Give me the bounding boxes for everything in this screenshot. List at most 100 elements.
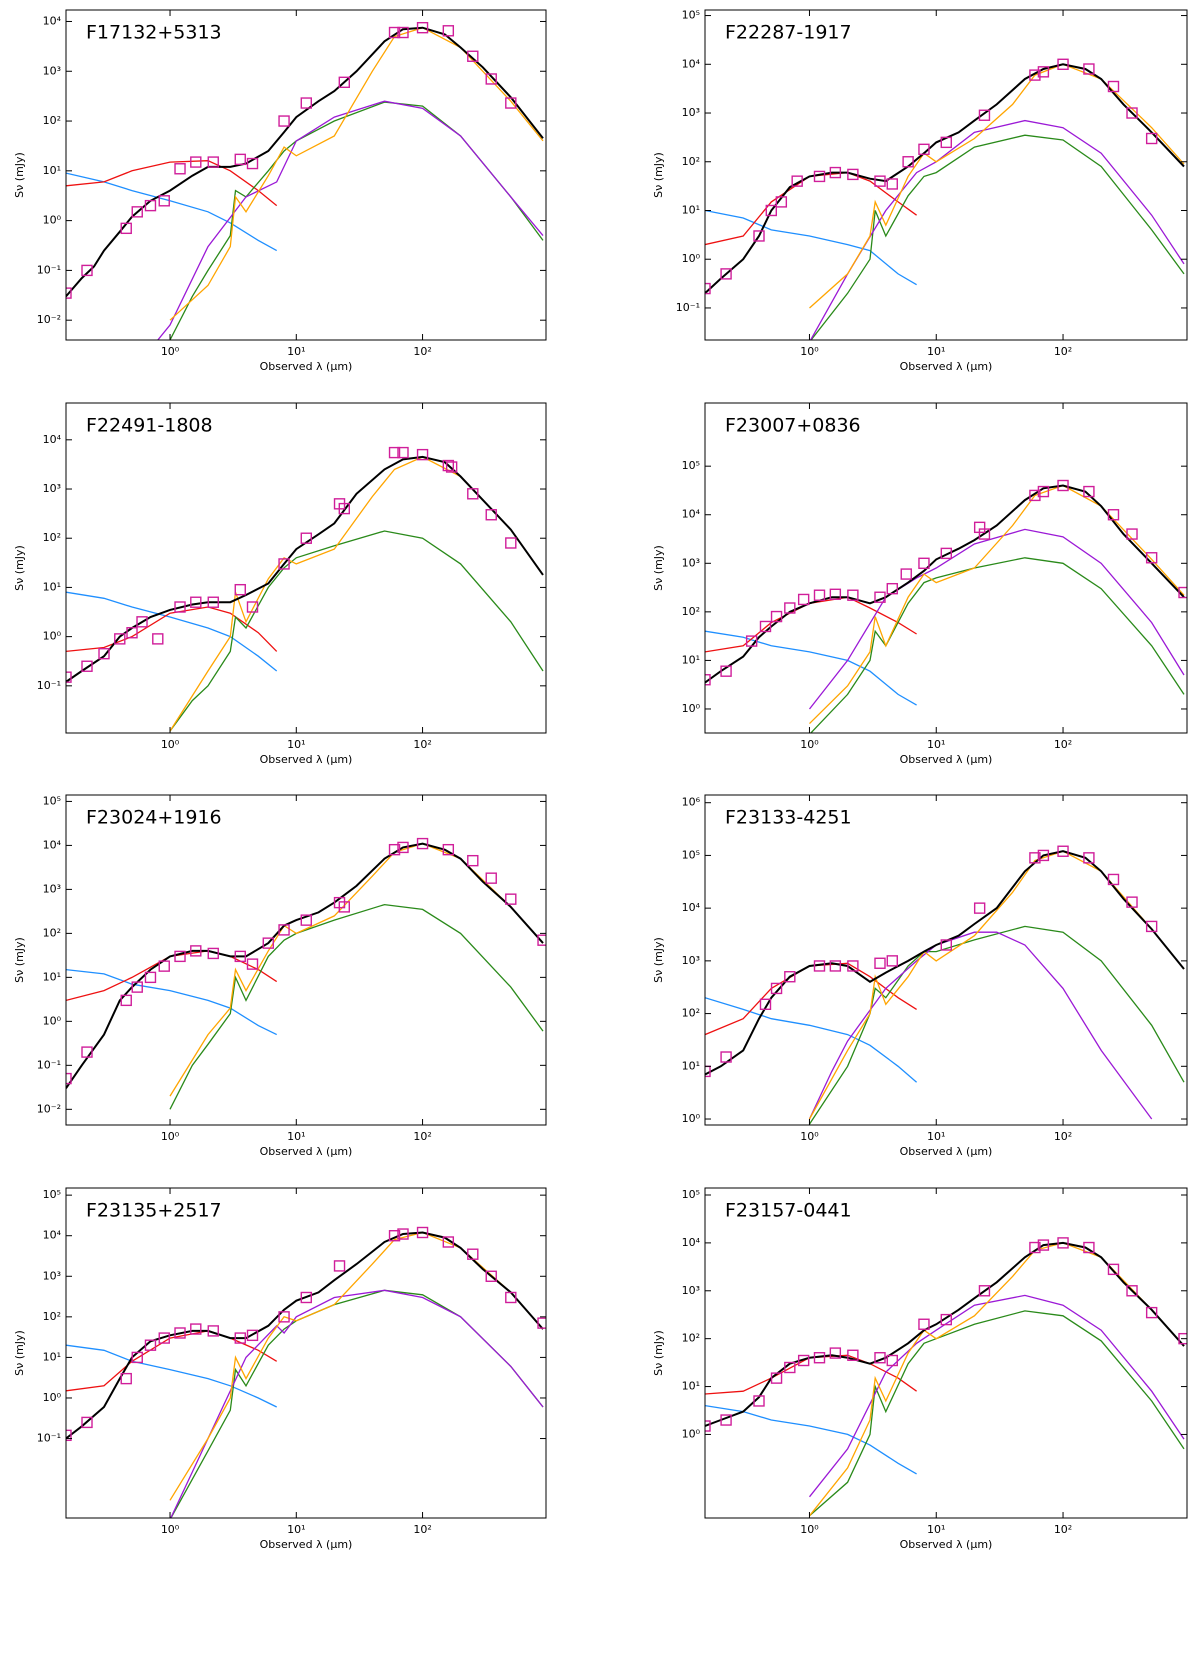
- frame: [65, 1187, 547, 1519]
- observed-point: [278, 115, 290, 127]
- y-tick-label: 10⁶: [682, 796, 701, 809]
- x-tick-label: 10⁰: [161, 738, 180, 751]
- observed-point: [397, 841, 409, 854]
- model-curve: [808, 1294, 1185, 1498]
- observed-point: [1029, 852, 1041, 864]
- model-curve: [808, 1242, 1185, 1517]
- observed-point: [66, 287, 72, 299]
- x-axis-label: Observed λ (μm): [260, 1145, 353, 1158]
- observed-point: [120, 1372, 132, 1385]
- observed-point: [978, 528, 991, 540]
- y-tick-label: 10⁻²: [37, 313, 61, 326]
- y-tick-label: 10⁰: [43, 214, 62, 227]
- observed-point: [770, 1372, 783, 1384]
- observed-point: [1145, 920, 1158, 933]
- observed-point: [813, 589, 826, 601]
- x-tick-label: 10⁰: [161, 345, 180, 358]
- observed-point: [874, 1352, 886, 1364]
- observed-point: [797, 1354, 810, 1367]
- observed-point: [537, 934, 546, 946]
- y-tick-label: 10²: [682, 1007, 700, 1020]
- y-tick-label: 10⁴: [43, 433, 62, 446]
- x-axis-label: Observed λ (μm): [900, 360, 993, 373]
- x-axis-label: Observed λ (μm): [260, 360, 353, 373]
- observed-point: [886, 582, 898, 595]
- observed-point: [131, 981, 143, 993]
- model-curve: [169, 1231, 544, 1501]
- observed-point: [1029, 69, 1041, 81]
- y-tick-label: 10⁻¹: [37, 1432, 61, 1445]
- y-axis-label: Sν (mJy): [13, 152, 26, 198]
- observed-point: [720, 1414, 732, 1426]
- observed-point: [485, 872, 497, 884]
- model-curve: [66, 1330, 278, 1392]
- model-curve: [66, 1231, 544, 1440]
- observed-point: [338, 76, 350, 89]
- frame: [65, 794, 547, 1126]
- y-tick-label: 10²: [43, 1310, 61, 1323]
- model-curve: [66, 950, 278, 1002]
- observed-point: [847, 1349, 859, 1361]
- x-axis-label: Observed λ (μm): [900, 1538, 993, 1551]
- model-curve: [705, 850, 1185, 1076]
- y-tick-label: 10⁴: [43, 1229, 62, 1242]
- observed-point: [505, 537, 517, 549]
- observed-point: [705, 282, 711, 295]
- y-tick-label: 10⁴: [682, 1236, 701, 1249]
- y-tick-label: 10¹: [682, 1380, 700, 1393]
- x-tick-label: 10¹: [927, 738, 945, 751]
- observed-point: [759, 620, 772, 633]
- observed-point: [874, 591, 886, 603]
- observed-point: [775, 196, 788, 208]
- observed-point: [467, 50, 479, 62]
- x-axis-label: Observed λ (μm): [260, 753, 353, 766]
- observed-point: [1107, 873, 1120, 886]
- observed-point: [66, 671, 72, 683]
- observed-point: [234, 583, 246, 596]
- observed-point: [114, 633, 126, 645]
- x-tick-label: 10²: [1054, 738, 1072, 751]
- observed-point: [442, 459, 455, 472]
- x-axis-label: Observed λ (μm): [900, 1145, 993, 1158]
- observed-point: [940, 1313, 952, 1326]
- observed-point: [1107, 80, 1120, 93]
- observed-point: [338, 502, 350, 515]
- observed-point: [745, 635, 758, 647]
- observed-point: [246, 958, 259, 970]
- observed-point: [847, 589, 859, 601]
- model-curve: [66, 1344, 277, 1408]
- model-curve: [809, 1310, 1185, 1517]
- x-tick-label: 10¹: [287, 345, 305, 358]
- observed-point: [940, 547, 952, 560]
- plot-area: [705, 845, 1185, 1125]
- observed-point: [1145, 552, 1158, 564]
- plot-area: [705, 479, 1187, 733]
- observed-point: [234, 1332, 246, 1344]
- y-tick-label: 10³: [43, 882, 61, 895]
- observed-point: [505, 893, 517, 905]
- x-tick-label: 10¹: [287, 1523, 305, 1536]
- y-tick-label: 10⁵: [682, 9, 700, 22]
- observed-point: [333, 1260, 346, 1272]
- observed-point: [770, 982, 783, 995]
- model-curve: [705, 484, 1185, 684]
- observed-point: [900, 568, 912, 580]
- y-tick-label: 10⁰: [682, 252, 701, 265]
- y-tick-label: 10⁻¹: [37, 1058, 61, 1071]
- observed-point: [485, 1270, 497, 1282]
- y-tick-label: 10³: [682, 106, 700, 119]
- observed-point: [874, 175, 886, 187]
- model-curve: [810, 134, 1185, 340]
- observed-point: [978, 1285, 991, 1297]
- observed-point: [207, 1325, 219, 1337]
- model-curve: [66, 968, 277, 1036]
- observed-point: [1126, 528, 1138, 540]
- panel: 10⁰ 10¹ 10² 10⁻² 10⁻¹ 10⁰ 10¹ 10² 10³ 10⁴ F17132+5…: [13, 9, 547, 373]
- observed-point: [416, 837, 429, 850]
- x-tick-label: 10⁰: [800, 345, 819, 358]
- observed-point: [300, 532, 312, 544]
- frame: [65, 9, 547, 341]
- observed-point: [467, 1248, 479, 1260]
- y-tick-label: 10⁻¹: [37, 263, 61, 276]
